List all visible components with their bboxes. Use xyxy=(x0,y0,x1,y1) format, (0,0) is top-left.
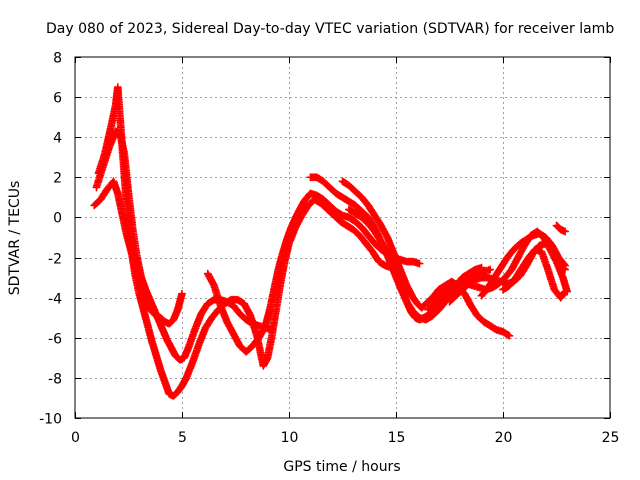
x-tick-label: 15 xyxy=(388,430,406,446)
y-tick-label: -4 xyxy=(48,292,62,308)
y-tick-label: 8 xyxy=(53,51,62,67)
y-tick-label: -8 xyxy=(48,372,62,388)
y-tick-label: 6 xyxy=(53,91,62,107)
series-track-12 xyxy=(552,221,570,236)
x-tick-label: 10 xyxy=(281,430,299,446)
series-layer xyxy=(90,83,572,400)
y-axis-label: SDTVAR / TECUs xyxy=(7,181,23,296)
y-tick-label: 4 xyxy=(53,131,62,147)
series-track-3 xyxy=(94,83,400,400)
x-tick-label: 0 xyxy=(71,430,80,446)
y-tick-label: 0 xyxy=(53,211,62,227)
x-tick-label: 5 xyxy=(178,430,187,446)
series-track-7 xyxy=(344,205,495,324)
series-track-6 xyxy=(338,177,514,340)
x-tick-label: 20 xyxy=(495,430,513,446)
x-axis-label: GPS time / hours xyxy=(283,459,400,475)
y-tick-label: -6 xyxy=(48,332,62,348)
x-tick-label: 25 xyxy=(602,430,620,446)
y-tick-label: -2 xyxy=(48,252,62,268)
plot-frame xyxy=(74,56,611,419)
series-track-4 xyxy=(203,189,424,356)
series-track-11 xyxy=(499,245,570,302)
y-tick-label: 2 xyxy=(53,171,62,187)
y-tick-label: -10 xyxy=(39,412,62,428)
series-track-10 xyxy=(477,229,570,300)
axis-ticks: 0 5 10 15 20 25 -10 -8 -6 -4 -2 0 2 4 6 8 xyxy=(39,51,619,447)
chart-title: Day 080 of 2023, Sidereal Day-to-day VTE… xyxy=(46,21,614,37)
